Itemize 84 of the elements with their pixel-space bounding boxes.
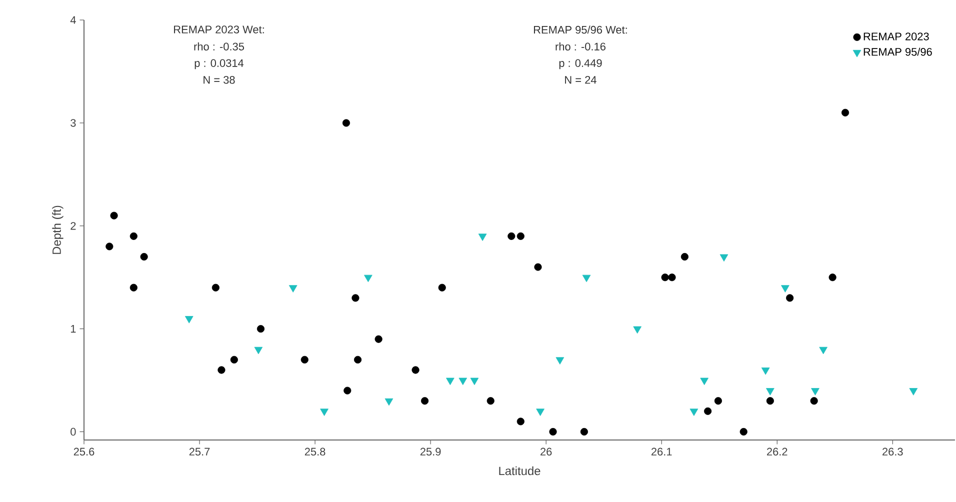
y-axis-title: Depth (ft) xyxy=(52,206,64,254)
point xyxy=(536,408,544,416)
point xyxy=(534,263,542,271)
annotation: N = 38 xyxy=(204,76,235,84)
point xyxy=(344,386,352,394)
point xyxy=(828,274,836,282)
x-tick-label: 25.7 xyxy=(189,448,210,456)
point xyxy=(766,397,774,405)
point xyxy=(516,232,524,240)
point xyxy=(254,346,263,354)
point xyxy=(766,388,774,396)
point xyxy=(690,408,698,416)
point xyxy=(714,397,722,405)
point xyxy=(438,284,446,292)
point xyxy=(420,397,429,405)
point xyxy=(470,378,479,386)
point xyxy=(704,407,712,415)
point xyxy=(130,232,138,240)
point xyxy=(508,232,516,240)
point xyxy=(810,397,818,405)
x-tick-label: 26.3 xyxy=(882,448,903,456)
x-tick-label: 26 xyxy=(540,448,552,456)
point xyxy=(761,368,770,375)
annotation: p : 0.0314 xyxy=(194,59,244,70)
point xyxy=(486,397,494,405)
annotation: N = 24 xyxy=(565,76,596,84)
point xyxy=(288,285,298,292)
point xyxy=(446,378,454,386)
point xyxy=(458,378,468,386)
point xyxy=(668,274,676,282)
point xyxy=(212,284,220,292)
point xyxy=(781,285,790,292)
x-axis-title: Latitude xyxy=(499,466,540,476)
point xyxy=(556,357,564,364)
point xyxy=(110,212,118,220)
point xyxy=(740,428,748,436)
point xyxy=(364,274,372,282)
x-tick-label: 25.8 xyxy=(304,448,326,456)
annotation: REMAP 95/96 Wet: xyxy=(534,26,627,34)
point xyxy=(720,254,728,262)
x-tick-label: 26.2 xyxy=(766,448,788,456)
point xyxy=(811,388,820,396)
legend-label: REMAP 95/96 xyxy=(864,48,932,56)
point xyxy=(354,356,362,364)
annotation: p : 0.449 xyxy=(559,59,602,70)
point xyxy=(580,428,588,436)
point xyxy=(841,108,850,116)
point xyxy=(549,428,557,436)
point xyxy=(300,356,308,364)
y-tick-label: 2 xyxy=(70,222,76,230)
x-tick-label: 25.6 xyxy=(74,448,94,456)
point xyxy=(516,418,524,426)
point xyxy=(633,326,642,334)
point xyxy=(218,366,226,374)
point xyxy=(106,242,114,250)
y-tick-label: 4 xyxy=(70,16,76,24)
point xyxy=(700,378,708,386)
annotation: rho : -0.16 xyxy=(556,42,606,50)
point xyxy=(374,335,382,343)
point xyxy=(384,398,394,406)
point xyxy=(680,252,688,261)
y-tick-label: 0 xyxy=(70,428,76,436)
y-tick-label: 1 xyxy=(70,325,76,333)
point xyxy=(256,325,265,333)
annotation: rho : -0.35 xyxy=(194,42,244,50)
point xyxy=(230,356,238,364)
point xyxy=(342,119,350,127)
x-tick-label: 25.9 xyxy=(420,448,441,456)
point xyxy=(140,252,148,261)
annotation: REMAP 2023 Wet: xyxy=(174,26,264,34)
point xyxy=(352,294,360,302)
point xyxy=(582,274,591,282)
legend-label: REMAP 2023 xyxy=(864,32,929,40)
point xyxy=(412,366,420,374)
point xyxy=(661,274,669,282)
point xyxy=(130,284,138,292)
point xyxy=(819,346,828,354)
point xyxy=(320,408,328,416)
point xyxy=(786,294,794,302)
point xyxy=(184,316,194,324)
x-tick-label: 26.1 xyxy=(651,448,672,456)
y-tick-label: 3 xyxy=(70,119,76,127)
point xyxy=(478,234,487,241)
point xyxy=(909,388,918,396)
